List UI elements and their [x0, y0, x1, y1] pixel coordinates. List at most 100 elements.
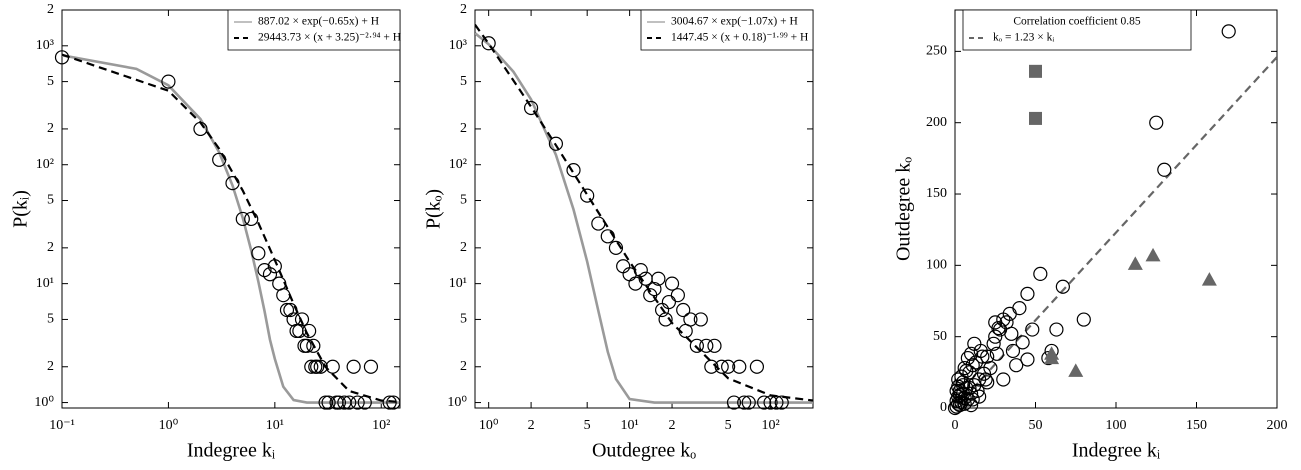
data-point — [988, 329, 1003, 344]
x-axis-label: Indegree kᵢ — [1072, 440, 1161, 462]
y-tick-label: 5 — [47, 193, 54, 208]
x-axis-label: Outdegree kₒ — [592, 440, 696, 462]
data-point — [386, 395, 401, 410]
y-tick-label: 2 — [47, 359, 54, 374]
data-point — [1076, 312, 1091, 327]
fit-line — [955, 56, 1277, 408]
legend-label: 887.02 × exp(−0.65x) + H — [258, 16, 379, 28]
y-tick-label: 2 — [47, 121, 54, 136]
legend-label: 29443.73 × (x + 3.25)⁻²·⁹⁴ + H — [258, 32, 401, 44]
legend-label: 1447.45 × (x + 0.18)⁻¹·⁹⁹ + H — [671, 32, 808, 44]
y-tick-label: 2 — [47, 240, 54, 255]
x-tick-label: 10¹ — [621, 418, 639, 433]
data-point — [986, 336, 1001, 351]
y-tick-label: 10⁰ — [34, 395, 54, 410]
data-point — [963, 386, 979, 401]
plot-lines — [955, 56, 1277, 408]
plot-lines — [475, 23, 813, 404]
data-point — [294, 312, 310, 327]
data-point — [566, 163, 581, 178]
data-point — [523, 100, 539, 116]
data-point — [774, 395, 789, 410]
data-point — [363, 359, 379, 374]
data-point — [763, 395, 778, 410]
data-point — [951, 372, 966, 387]
x-tick-label: 10⁻¹ — [49, 418, 75, 433]
legend-annotation: Correlation coefficient 0.85 — [1013, 16, 1140, 28]
data-point — [957, 360, 972, 376]
data-point — [676, 302, 691, 318]
data-point — [1149, 115, 1164, 130]
x-tick-label: 5 — [584, 418, 591, 433]
data-point — [721, 359, 736, 374]
data-point — [683, 312, 698, 327]
data-point — [331, 395, 347, 410]
data-point — [699, 338, 714, 353]
y-tick-label: 10⁰ — [447, 395, 467, 410]
x-tick-label: 10⁰ — [159, 418, 179, 433]
x-tick-label: 150 — [1186, 418, 1207, 433]
y-tick-label: 10³ — [449, 38, 467, 53]
data-point — [235, 211, 250, 227]
data-point — [980, 375, 995, 390]
y-tick-label: 5 — [47, 312, 54, 327]
data-point — [212, 152, 227, 167]
x-tick-label: 5 — [725, 418, 732, 433]
data-point — [286, 312, 301, 327]
data-point — [1201, 272, 1217, 286]
x-tick-label: 200 — [1267, 418, 1288, 433]
data-point — [279, 302, 295, 318]
y-axis-label: P(kᵢ) — [10, 190, 32, 228]
data-point — [54, 50, 70, 65]
plot-lines — [62, 53, 400, 404]
y-tick-label: 10¹ — [36, 276, 54, 291]
data-point — [225, 176, 240, 191]
data-point — [1033, 266, 1048, 282]
y-tick-label: 100 — [926, 258, 947, 273]
y-tick-label: 2 — [460, 359, 467, 374]
x-tick-label: 10² — [372, 418, 390, 433]
data-point — [628, 276, 643, 291]
data-point — [689, 338, 704, 353]
data-point — [970, 383, 985, 398]
data-point — [1127, 256, 1143, 270]
legend-box — [227, 9, 401, 51]
data-point — [1020, 352, 1035, 367]
data-point — [1025, 322, 1040, 337]
data-point — [633, 262, 648, 278]
data-point — [989, 346, 1004, 361]
data-point — [251, 246, 266, 261]
data-point — [670, 288, 685, 303]
data-point — [306, 338, 321, 353]
x-tick-label: 2 — [528, 418, 535, 433]
fit-line — [62, 53, 400, 404]
data-point — [1029, 111, 1042, 125]
data-point — [965, 392, 980, 407]
data-point — [299, 338, 314, 353]
y-tick-label: 5 — [47, 74, 54, 89]
data-point — [996, 372, 1011, 387]
data-point — [949, 383, 964, 398]
data-point — [658, 312, 673, 327]
data-point — [714, 359, 729, 374]
data-point — [292, 323, 307, 339]
data-point — [757, 395, 772, 410]
y-tick-label: 2 — [460, 2, 467, 17]
x-tick-label: 2 — [669, 418, 676, 433]
fit-line — [62, 54, 400, 404]
data-point — [664, 276, 680, 291]
data-point — [661, 294, 677, 310]
y-tick-label: 5 — [460, 74, 467, 89]
data-point — [262, 267, 278, 282]
data-point — [1009, 358, 1024, 373]
data-point — [707, 338, 722, 353]
data-point — [732, 359, 747, 374]
data-point — [161, 74, 176, 89]
y-tick-label: 5 — [460, 193, 467, 208]
data-point — [313, 359, 328, 374]
data-point — [1005, 343, 1021, 359]
data-point — [276, 288, 291, 303]
data-point — [963, 398, 979, 413]
y-tick-label: 10² — [449, 157, 467, 172]
